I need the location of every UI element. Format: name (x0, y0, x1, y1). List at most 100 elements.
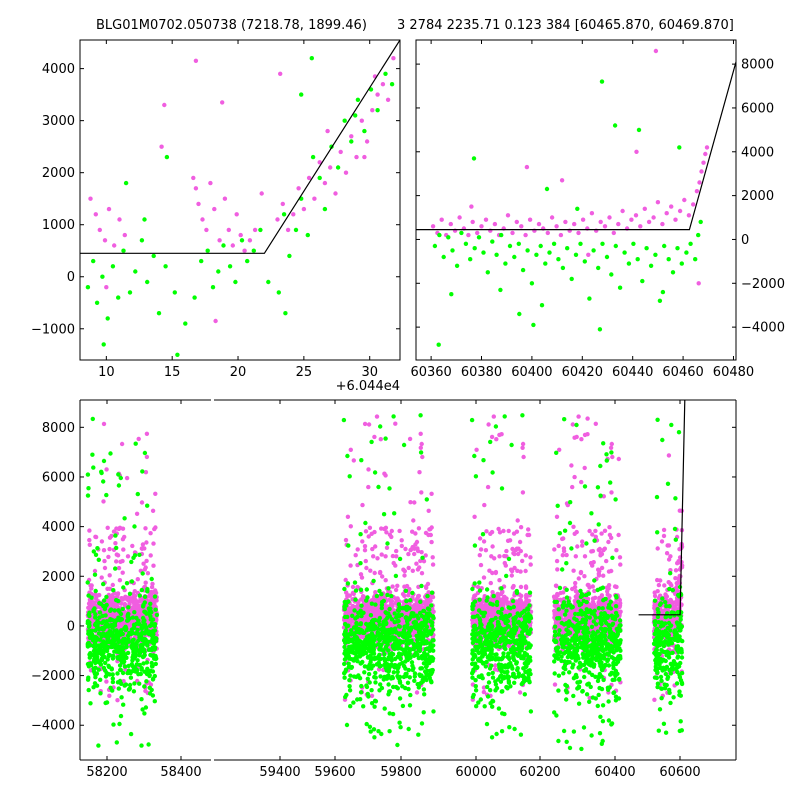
data-point (230, 243, 235, 248)
data-point (502, 560, 507, 566)
data-point (635, 257, 640, 262)
data-point (141, 561, 146, 566)
data-point (617, 285, 623, 290)
data-point (119, 441, 125, 447)
data-point (104, 285, 109, 290)
data-point (677, 208, 683, 214)
data-point (652, 590, 657, 595)
data-point (375, 556, 380, 561)
data-point (366, 534, 371, 539)
data-point (655, 577, 660, 583)
data-point (668, 597, 673, 603)
data-point (617, 555, 623, 560)
data-point (404, 583, 410, 589)
y-tick-label: 2000 (42, 166, 75, 181)
data-point (419, 550, 424, 555)
data-point (301, 206, 307, 212)
data-point (85, 493, 91, 498)
data-point (486, 422, 491, 427)
data-point (127, 596, 132, 601)
data-point (509, 573, 514, 578)
data-point (429, 491, 434, 496)
data-point (446, 235, 451, 240)
data-point (154, 617, 159, 622)
data-point (335, 165, 341, 170)
data-point (622, 250, 627, 255)
data-point (569, 463, 574, 468)
data-point (410, 529, 415, 534)
data-point (144, 558, 149, 564)
data-point (515, 605, 521, 611)
data-point (131, 689, 137, 694)
data-point (88, 583, 93, 588)
data-point (539, 303, 545, 308)
data-point (410, 568, 415, 573)
data-point (118, 475, 124, 481)
data-point (159, 144, 164, 149)
data-point (666, 453, 672, 458)
data-point (670, 270, 676, 275)
data-point (411, 518, 416, 523)
data-point (662, 243, 667, 249)
data-point (106, 652, 112, 658)
data-point (554, 558, 560, 564)
data-point (618, 562, 623, 567)
data-point (379, 526, 384, 531)
data-point (369, 693, 375, 698)
data-point (490, 570, 495, 576)
data-point (408, 500, 413, 505)
data-point (355, 584, 360, 590)
data-point (117, 721, 122, 727)
data-point (305, 232, 310, 238)
data-point (505, 213, 511, 218)
data-point (517, 311, 522, 317)
data-point (143, 565, 148, 570)
y-tick-label: 1000 (42, 218, 75, 233)
data-point (512, 565, 517, 571)
data-point (234, 212, 239, 217)
data-point (317, 175, 322, 181)
data-point (682, 197, 687, 203)
data-point (348, 617, 354, 623)
data-point (573, 554, 578, 559)
data-point (121, 547, 126, 552)
data-point (280, 201, 285, 207)
data-point (419, 571, 425, 576)
data-point (99, 539, 105, 544)
data-point (350, 584, 356, 590)
data-point (94, 300, 100, 305)
data-point (366, 422, 372, 427)
data-point (150, 508, 156, 513)
data-point (358, 572, 364, 577)
data-point (576, 230, 581, 236)
data-point (389, 82, 395, 87)
data-point (555, 567, 560, 572)
data-point (510, 546, 515, 552)
data-point (139, 743, 144, 748)
data-point (406, 565, 411, 571)
data-point (153, 590, 159, 596)
data-point (338, 149, 343, 155)
data-point (416, 526, 422, 531)
data-point (568, 610, 574, 616)
data-point (579, 437, 584, 442)
data-point (383, 525, 389, 530)
data-point (543, 261, 548, 266)
data-point (148, 531, 153, 536)
data-point (91, 258, 96, 264)
data-point (118, 559, 123, 564)
data-point (449, 292, 454, 297)
data-point (525, 532, 530, 538)
data-point (96, 557, 102, 562)
data-point (575, 544, 580, 549)
data-point (580, 217, 586, 222)
data-point (115, 593, 120, 598)
data-point (668, 581, 673, 586)
data-point (601, 573, 606, 578)
data-point (343, 537, 349, 543)
data-point (556, 543, 561, 549)
data-point (370, 546, 375, 552)
data-point (124, 475, 130, 481)
data-point (102, 565, 108, 571)
